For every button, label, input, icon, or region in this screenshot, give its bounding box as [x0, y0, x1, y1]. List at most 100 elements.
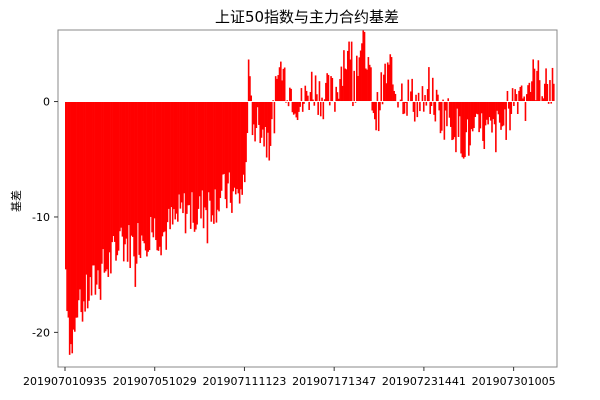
bar — [152, 101, 155, 238]
bar — [237, 101, 240, 194]
bar — [363, 31, 366, 102]
bar — [456, 101, 459, 109]
bar — [81, 101, 84, 322]
bar — [227, 101, 229, 184]
y-tick-label: 0 — [43, 96, 50, 109]
bar — [174, 101, 177, 220]
bar — [359, 50, 362, 102]
bar — [392, 84, 394, 102]
bar — [157, 101, 160, 251]
bar — [386, 62, 389, 102]
bar — [295, 101, 298, 118]
bar — [104, 101, 107, 272]
bar — [380, 72, 383, 102]
bar — [204, 101, 206, 208]
bar — [134, 101, 137, 287]
bar — [112, 101, 115, 237]
bar — [108, 101, 111, 253]
bar — [299, 101, 301, 107]
bar — [292, 101, 295, 115]
bar — [314, 75, 317, 102]
bar — [178, 101, 180, 195]
x-tick-label: 201907301005 — [472, 375, 556, 388]
bar — [296, 101, 299, 121]
bar — [542, 98, 545, 102]
bar — [180, 101, 183, 203]
bar — [206, 101, 209, 244]
bar — [278, 67, 281, 102]
bar — [161, 101, 164, 237]
bar — [74, 101, 76, 332]
bar — [86, 101, 89, 309]
bar — [404, 101, 407, 103]
bar — [401, 83, 403, 102]
bar — [366, 69, 368, 102]
bar — [446, 101, 448, 127]
bar — [536, 70, 538, 102]
bar — [260, 101, 263, 138]
bar — [344, 68, 347, 102]
bar — [429, 101, 431, 114]
bar — [192, 101, 195, 223]
bar — [220, 101, 223, 191]
bar — [537, 60, 540, 102]
bar — [155, 101, 157, 241]
bar — [215, 101, 218, 223]
bar — [356, 55, 358, 102]
bar — [550, 101, 553, 104]
bar — [316, 94, 318, 102]
bar — [341, 85, 344, 102]
bar — [437, 94, 439, 102]
bar — [520, 85, 523, 102]
bar — [502, 101, 505, 126]
bar — [193, 101, 196, 232]
bar — [103, 101, 106, 273]
bar — [258, 101, 260, 125]
bar — [546, 83, 549, 102]
bar — [438, 101, 440, 111]
bar — [480, 101, 483, 114]
bar — [515, 94, 518, 102]
bar — [153, 101, 156, 219]
bar — [68, 101, 71, 355]
bar — [92, 101, 94, 266]
bar — [431, 77, 434, 102]
bar — [371, 101, 374, 111]
bar — [285, 101, 287, 103]
bar — [470, 101, 473, 130]
bar — [301, 101, 304, 112]
bar — [228, 101, 231, 173]
bar — [121, 101, 124, 237]
bar — [223, 101, 225, 174]
bar — [449, 101, 452, 127]
bar — [184, 101, 187, 234]
bar — [216, 101, 219, 210]
bar — [219, 101, 222, 199]
bar — [493, 101, 496, 125]
bar — [186, 101, 188, 214]
bar — [125, 101, 128, 239]
bar — [440, 101, 443, 131]
bar — [368, 64, 371, 102]
bar — [326, 73, 328, 102]
bar — [259, 101, 262, 144]
bar — [197, 101, 200, 209]
bar — [256, 101, 259, 108]
bar — [102, 101, 104, 250]
bar — [177, 101, 179, 222]
y-axis-label: 基差 — [9, 190, 23, 212]
bar — [179, 101, 182, 209]
bar — [247, 59, 250, 102]
bar — [169, 101, 171, 230]
bar — [469, 101, 471, 146]
bar — [358, 57, 361, 102]
x-tick-label: 201907111123 — [202, 375, 286, 388]
bar — [198, 101, 201, 197]
bar — [187, 101, 189, 206]
bar — [144, 101, 147, 251]
bar — [532, 59, 534, 102]
bar — [107, 101, 110, 277]
bar — [325, 82, 327, 102]
bar — [246, 101, 249, 134]
